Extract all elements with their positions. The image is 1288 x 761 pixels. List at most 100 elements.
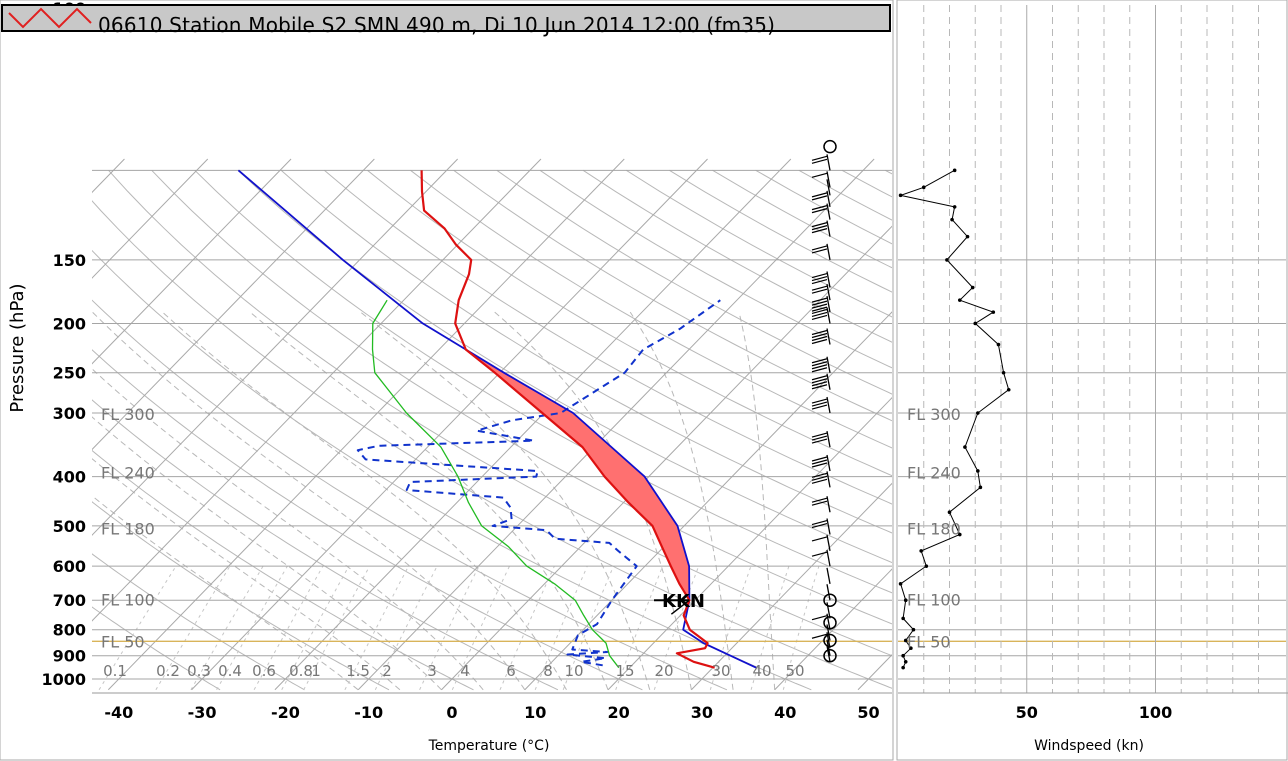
wind-barb — [811, 245, 828, 251]
temperature-tick-label: -20 — [271, 703, 300, 722]
chart-title-bar: 06610 Station Mobile S2 SMN 490 m, Di 10… — [1, 4, 891, 37]
wind-barb — [811, 195, 828, 201]
mixing-ratio-line — [216, 565, 288, 691]
isotherm — [774, 568, 892, 691]
wind-barb-staff — [826, 534, 831, 552]
mixing-ratio-line — [534, 565, 588, 690]
x-axis-label: Temperature (°C) — [428, 738, 550, 754]
isotherm — [92, 158, 375, 451]
wind-speed-point — [898, 582, 903, 586]
pressure-tick-label: 700 — [53, 591, 86, 610]
parcel-line — [237, 169, 757, 669]
dry-adiabat — [237, 169, 892, 564]
wind-speed-point — [909, 646, 913, 651]
wind-speed-point — [903, 638, 908, 643]
wind-barb — [811, 358, 828, 364]
wind-barb-staff — [826, 307, 831, 324]
wind-barb — [811, 536, 828, 542]
mixing-ratio-line — [451, 565, 510, 691]
main-grid — [92, 158, 892, 691]
wind-barb — [811, 438, 828, 444]
wind-barb — [811, 475, 828, 481]
main-plot-frame — [0, 0, 894, 761]
dry-adiabat — [496, 169, 892, 395]
wind-barb — [811, 472, 828, 478]
flight-level-label: FL 240 — [101, 464, 155, 483]
wind-barb-staff — [826, 220, 831, 237]
wind-barb-staff — [826, 613, 831, 630]
isotherm — [92, 158, 292, 365]
wind-barb — [811, 459, 828, 465]
flight-level-label: FL 180 — [101, 520, 155, 539]
mixing-ratio-label: 30 — [711, 662, 730, 680]
wind-flight-level-label: FL 100 — [907, 590, 961, 609]
wind-barb-staff — [826, 396, 831, 414]
y-axis-label: Pressure (hPa) — [7, 283, 28, 412]
wind-plot-frame — [896, 0, 1288, 761]
wind-barb — [811, 285, 828, 291]
wind-barb-staff — [826, 284, 831, 301]
wind-speed-point — [958, 298, 962, 302]
temperature-tick-label: 40 — [774, 703, 796, 722]
moist-adiabat — [92, 368, 484, 691]
dry-adiabat — [410, 169, 892, 449]
wind-barb-staff — [826, 356, 831, 373]
dry-adiabat — [194, 169, 892, 594]
wind-barb — [811, 462, 828, 468]
wind-barb — [811, 228, 828, 234]
wind-axis-label: Windspeed (kn) — [1034, 738, 1144, 754]
wind-speed-point — [903, 659, 908, 664]
pressure-tick-label: 300 — [53, 404, 86, 423]
isotherm — [107, 158, 625, 691]
moist-adiabat — [92, 495, 359, 691]
wind-barb-staff — [826, 171, 831, 188]
wind-barb — [811, 297, 828, 303]
wind-barb-staff — [826, 624, 831, 641]
wind-barb — [811, 381, 828, 387]
wind-barb — [811, 435, 828, 441]
wind-barb — [811, 205, 828, 211]
wind-barb — [811, 378, 828, 384]
wind-speed-point — [976, 411, 980, 415]
pressure-tick-label: 400 — [53, 468, 86, 487]
isotherm — [274, 158, 792, 691]
wind-grid — [898, 5, 1286, 693]
mixing-ratio-label: 0.8 — [289, 662, 313, 680]
wind-barb-staff — [826, 639, 831, 656]
temperature-tick-label: 20 — [607, 703, 629, 722]
wind-tick-label: 100 — [1139, 703, 1172, 722]
kkn-marker-tick — [670, 599, 690, 615]
mixing-ratio-label: 0.2 — [156, 662, 180, 680]
flight-level-label: FL 100 — [101, 590, 155, 609]
wind-barb — [811, 314, 828, 321]
mixing-ratio-label: 0.6 — [252, 662, 276, 680]
wind-speed-point — [1006, 387, 1011, 392]
dry-adiabat — [92, 553, 305, 691]
wind-barb — [811, 401, 828, 407]
mixing-ratio-label: 40 — [752, 662, 771, 680]
wind-barb — [811, 248, 828, 254]
moist-adiabat — [738, 311, 776, 690]
isotherm — [357, 158, 875, 691]
pressure-tick-label: 200 — [53, 314, 86, 333]
mixing-ratio-line — [615, 565, 664, 690]
wind-speed-point — [952, 168, 957, 173]
wind-barb-staff — [826, 518, 831, 535]
wind-barb — [811, 404, 828, 410]
wind-speed-point — [921, 185, 926, 190]
mixing-ratio-line — [499, 565, 555, 690]
pressure-tick-label: 800 — [53, 621, 86, 640]
temperature-tick-label: 30 — [691, 703, 713, 722]
wind-barb — [811, 300, 828, 306]
pressure-tick-label: 1000 — [41, 670, 86, 689]
wind-labels: FL 300 FL 240 FL 180 FL 100 FL 50 50 100 — [898, 405, 1288, 722]
dry-adiabat — [453, 169, 892, 422]
wind-barb — [811, 208, 828, 214]
wind-barb-staff — [826, 430, 831, 448]
wind-barb-staff — [826, 271, 831, 288]
mixing-ratio-line — [562, 565, 614, 690]
wind-barb — [811, 278, 828, 285]
isotherm — [191, 158, 708, 691]
mixing-ratio-label: 8 — [543, 662, 553, 680]
wind-barb-staff — [826, 373, 831, 390]
